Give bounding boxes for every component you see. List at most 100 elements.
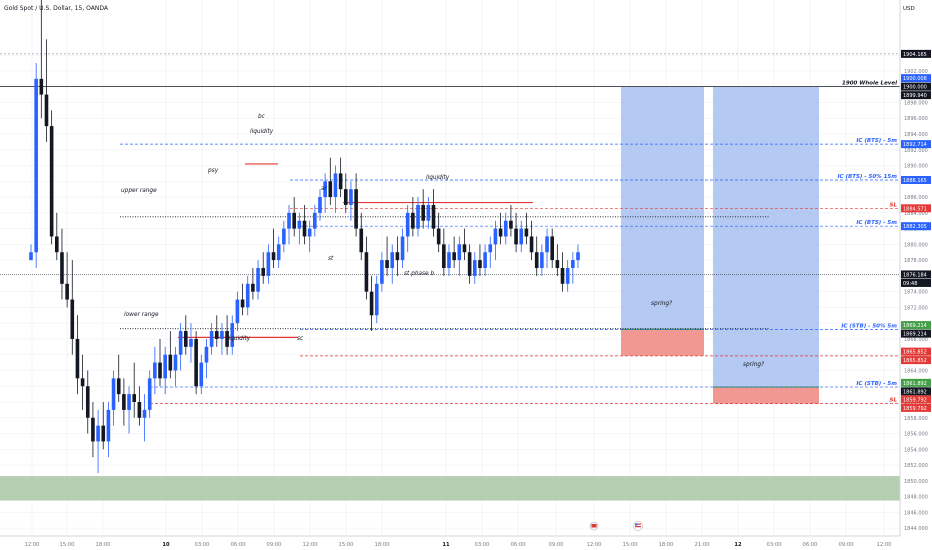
candle-body	[178, 331, 183, 355]
price-tag: 1888.165	[903, 178, 927, 184]
price-tick-label: 1850.000	[904, 479, 928, 485]
candle-body	[34, 78, 38, 253]
candle-body	[395, 252, 400, 261]
time-tick-label: 11	[442, 542, 450, 548]
candle-body	[127, 394, 131, 410]
economic-event-flag-icon[interactable]	[589, 521, 599, 531]
price-tick-label: 1846.000	[904, 510, 928, 516]
candle-body	[302, 220, 307, 237]
price-tag-background	[901, 140, 931, 149]
chart-annotation: spring?	[743, 362, 764, 368]
time-tick-label: 12:00	[25, 542, 40, 548]
chart-annotation: upper range	[121, 188, 157, 194]
candle	[297, 212, 302, 245]
chart-zones	[0, 86, 900, 501]
candle	[421, 189, 425, 229]
candle	[209, 323, 214, 355]
candle	[545, 228, 549, 268]
candle	[261, 252, 266, 284]
candle	[106, 402, 111, 458]
candle-body	[462, 244, 467, 253]
candle-body	[153, 362, 157, 379]
candle	[436, 212, 441, 253]
price-tick-label: 1880.000	[904, 242, 928, 248]
candle-body	[240, 299, 245, 308]
chart-annotations: bc liquidity psy upper range ar liquidity st st…	[121, 114, 764, 368]
time-tick-label: 18:00	[96, 542, 111, 548]
time-tick-label: 18:00	[659, 542, 674, 548]
price-tag-background	[901, 175, 931, 184]
candle-body	[374, 283, 379, 316]
candle-body	[442, 244, 446, 268]
candle	[245, 275, 250, 316]
candle-body	[307, 228, 312, 237]
time-tick-label: 06:00	[803, 542, 818, 548]
candle	[158, 338, 162, 387]
time-tick-label: 10	[162, 542, 170, 548]
price-tick-label: 1896.000	[904, 116, 928, 122]
candle-body	[576, 252, 580, 261]
time-tick-label: 09:00	[267, 542, 282, 548]
long-position-target-box-2	[713, 86, 819, 388]
time-axis-background	[0, 536, 932, 550]
price-tick-label: 1898.000	[904, 100, 928, 106]
candle	[313, 204, 317, 237]
candle	[96, 409, 100, 473]
candle	[457, 236, 462, 276]
time-tick-label: 03:00	[195, 542, 210, 548]
candle	[524, 212, 529, 245]
price-tag-background	[901, 74, 931, 83]
level-label: IC (BTS) - 5m	[856, 138, 897, 144]
candle	[153, 346, 157, 395]
chart-annotation: lower range	[124, 312, 159, 318]
candle-body	[65, 283, 69, 300]
candle	[276, 236, 281, 268]
candle	[178, 323, 183, 371]
candle-body	[147, 378, 152, 410]
candle	[540, 244, 544, 276]
candle-body	[173, 354, 178, 371]
candle-body	[194, 338, 198, 387]
candle	[199, 354, 204, 395]
time-tick-label: 09:00	[839, 542, 854, 548]
candle-body	[509, 220, 513, 229]
candle-body	[245, 283, 250, 308]
candle	[369, 275, 374, 332]
candle-body	[545, 236, 549, 253]
candle-body	[75, 338, 80, 379]
candle-body	[287, 212, 291, 229]
time-axis[interactable]: 12:00 15:00 18:00 10 03:00 06:00 09:00 12:00 15:…	[25, 542, 892, 548]
candle	[374, 275, 379, 324]
chart-annotation: liquidity	[250, 129, 274, 135]
candle-body	[199, 362, 204, 387]
level-label: IC (BTS) - 50% 15m	[837, 174, 897, 180]
candle	[251, 268, 255, 300]
candle	[338, 157, 343, 198]
candle	[256, 260, 260, 300]
price-tick-label: 1872.000	[904, 305, 928, 311]
level-label: IC (BTS) - 5m	[856, 220, 897, 226]
time-tick-label: 12:00	[877, 542, 892, 548]
candle	[137, 386, 142, 426]
long-position-stop-box-1	[621, 329, 704, 356]
candle	[122, 378, 126, 426]
level-label: SL	[890, 202, 898, 208]
candle-body	[235, 299, 240, 324]
candle-body	[323, 181, 327, 198]
price-tag-background	[901, 91, 931, 100]
price-tag: 1861.892	[903, 389, 927, 395]
candle	[173, 346, 178, 387]
price-tag: 1899.940	[903, 93, 927, 99]
time-tick-label: 03:00	[475, 542, 490, 548]
price-tick-label: 1878.000	[904, 258, 928, 264]
price-tick-label: 1864.000	[904, 368, 928, 374]
us-flag-event-icon[interactable]	[633, 521, 643, 531]
candle-body	[313, 212, 317, 229]
candle-body	[333, 173, 338, 198]
time-tick-label: 15:00	[339, 542, 354, 548]
candle	[184, 315, 188, 355]
price-tag-background	[901, 387, 931, 396]
price-tick-label: 1894.000	[904, 132, 928, 138]
price-tick-label: 1848.000	[904, 495, 928, 501]
